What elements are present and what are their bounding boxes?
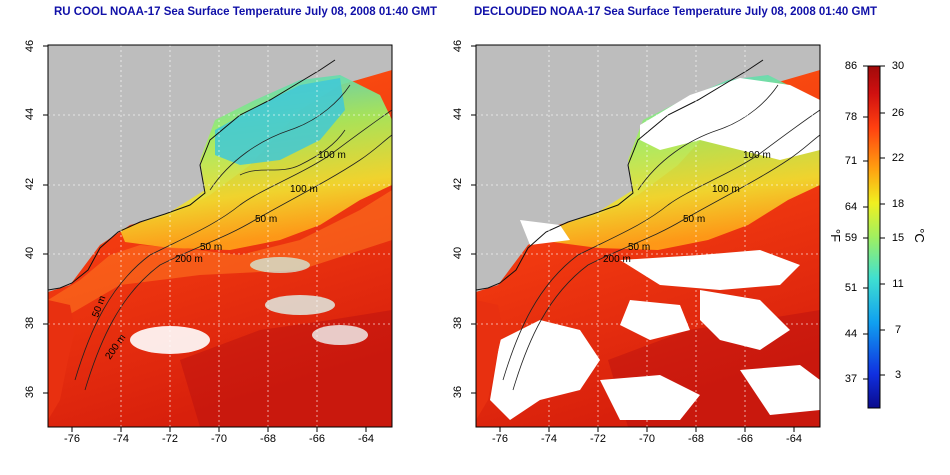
y-tick-label: 44: [24, 107, 36, 121]
x-tick-label: -70: [211, 433, 227, 445]
x-tick-label: -64: [786, 433, 802, 445]
contour-lines: [209, 84, 351, 191]
map-panel-declouded: 100 m 100 m 50 m 50 m 200 m: [476, 45, 820, 427]
contour-label: 200 m: [603, 254, 631, 265]
gulf-maine-cool: [215, 78, 345, 165]
contour-lines: [84, 134, 392, 391]
warm-edge: [48, 190, 392, 320]
colorbar-label-f: 44: [844, 328, 858, 340]
colorbar-label-f: 59: [844, 232, 858, 244]
contour-label: 100 m: [290, 184, 318, 195]
x-tick-label: -66: [737, 433, 753, 445]
colorbar-label-f: 64: [844, 201, 858, 213]
x-tick-label: -72: [590, 433, 606, 445]
title-left: RU COOL NOAA-17 Sea Surface Temperature …: [54, 6, 438, 18]
contour-lines: [512, 134, 820, 391]
x-tick-label: -74: [113, 433, 129, 445]
colorbar-ticks: [863, 65, 885, 380]
cloud-patch: [312, 325, 368, 345]
colorbar-label-c: 15: [891, 232, 905, 244]
x-tick-label: -68: [688, 433, 704, 445]
contour-label: 50 m: [200, 242, 222, 253]
title-right: DECLOUDED NOAA-17 Sea Surface Temperatur…: [474, 6, 878, 18]
x-tick-label: -68: [260, 433, 276, 445]
y-tick-label: 36: [452, 385, 464, 399]
y-tick-label: 46: [24, 39, 36, 53]
contour-lines: [637, 84, 779, 191]
colorbar-label-c: 7: [894, 324, 902, 336]
colorbar-label-c: 30: [891, 60, 905, 72]
y-tick-label: 40: [24, 246, 36, 260]
cloud-patch: [250, 257, 310, 273]
contour-label: 200 m: [175, 254, 203, 265]
colorbar-label-c: 22: [891, 152, 905, 164]
colorbar-label-c: 26: [891, 107, 905, 119]
y-tick-label: 42: [452, 177, 464, 191]
chesapeake: [476, 300, 503, 420]
x-tick-label: -76: [64, 433, 80, 445]
coastline: [476, 59, 764, 291]
coastline: [48, 59, 336, 291]
y-tick-label: 40: [452, 246, 464, 260]
x-tick-label: -72: [162, 433, 178, 445]
grid-lines: [476, 45, 820, 427]
colorbar-label-f: 37: [844, 373, 858, 385]
contour-label: 100 m: [743, 150, 771, 161]
x-tick-label: -70: [639, 433, 655, 445]
cloud-masked: [600, 375, 700, 420]
x-tick-label: -74: [541, 433, 557, 445]
cloud-masked: [740, 365, 820, 415]
contour-lines: [502, 109, 820, 381]
cloud-patch: [265, 295, 335, 315]
y-tick-label: 38: [24, 316, 36, 330]
colorbar-label-c: 11: [892, 278, 904, 290]
colorbar-label-f: 51: [844, 282, 858, 294]
contour-label: 100 m: [712, 184, 740, 195]
cloud-masked: [620, 250, 800, 290]
axis-ticks-left: [43, 45, 367, 432]
grid-lines: [48, 45, 392, 427]
y-tick-label: 44: [452, 107, 464, 121]
contour-lines: [239, 129, 346, 176]
y-tick-label: 46: [452, 39, 464, 53]
cloud-masked: [620, 300, 690, 340]
map-frame-left: [47, 44, 393, 428]
axis-ticks-right: [471, 45, 795, 432]
colorbar-label-c: 3: [894, 369, 902, 381]
colorbar: [867, 65, 881, 409]
cloud-masked: [490, 320, 600, 420]
map-frame-right: [475, 44, 821, 428]
y-tick-label: 36: [24, 385, 36, 399]
x-tick-label: -64: [358, 433, 374, 445]
colorbar-label-f: 71: [844, 155, 858, 167]
colorbar-label-f: 78: [844, 111, 858, 123]
map-panel-raw: 100 m 100 m 50 m 50 m 200 m 50 m 200 m: [48, 45, 392, 427]
cloud-masked: [640, 78, 820, 160]
contour-lines: [74, 109, 392, 381]
colorbar-unit-c: °C: [911, 228, 927, 243]
y-tick-label: 38: [452, 316, 464, 330]
colorbar-label-c: 18: [891, 198, 905, 210]
contour-label: 50 m: [628, 242, 650, 253]
colorbar-unit-f: °F: [828, 228, 844, 243]
chesapeake: [48, 300, 75, 420]
contour-label: 50 m: [683, 214, 705, 225]
x-tick-label: -66: [309, 433, 325, 445]
contour-label: 50 m: [255, 214, 277, 225]
x-tick-label: -76: [492, 433, 508, 445]
contour-label: 100 m: [318, 150, 346, 161]
y-tick-label: 42: [24, 177, 36, 191]
colorbar-label-f: 86: [844, 60, 858, 72]
